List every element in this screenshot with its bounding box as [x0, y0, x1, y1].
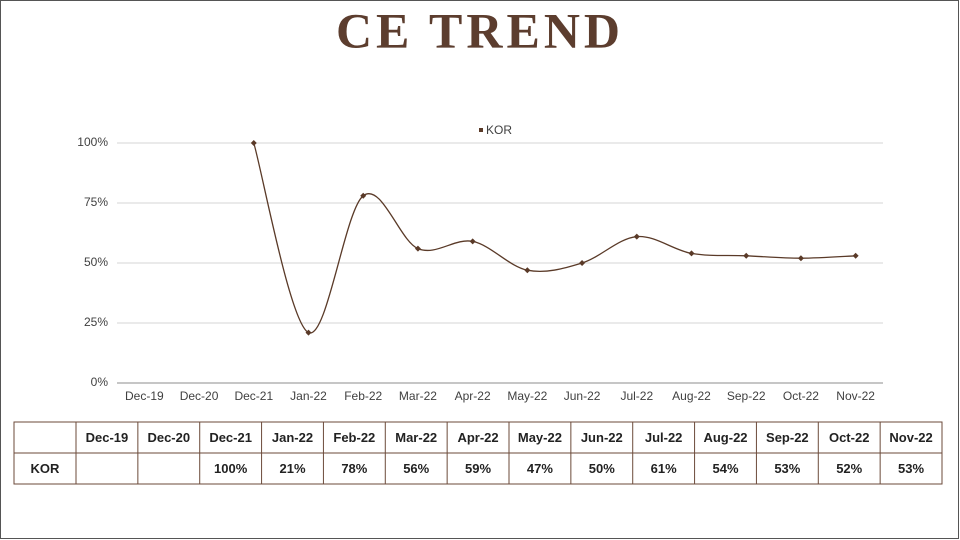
table-value: 50%: [589, 461, 615, 476]
x-tick-label: Oct-22: [783, 389, 819, 403]
table-header: Mar-22: [395, 430, 437, 445]
x-tick-label: Jul-22: [620, 389, 653, 403]
x-tick-label: Sep-22: [727, 389, 766, 403]
x-tick-label: Dec-19: [125, 389, 164, 403]
point-marker: [579, 260, 586, 266]
table-header: Dec-20: [147, 430, 190, 445]
x-tick-label: Aug-22: [672, 389, 711, 403]
table-header: Aug-22: [703, 430, 747, 445]
x-tick-label: Feb-22: [344, 389, 382, 403]
legend-marker: [479, 128, 483, 132]
table-value: 53%: [774, 461, 800, 476]
y-tick-label: 0%: [91, 375, 109, 389]
x-tick-label: Nov-22: [836, 389, 875, 403]
point-marker: [688, 250, 695, 257]
table-value: 100%: [214, 461, 248, 476]
x-tick-label: Dec-21: [234, 389, 273, 403]
table-header: May-22: [518, 430, 562, 445]
table-header: Oct-22: [829, 430, 869, 445]
table-value: 47%: [527, 461, 553, 476]
table-header: Sep-22: [766, 430, 809, 445]
table-value: 78%: [341, 461, 367, 476]
table-value: 53%: [898, 461, 924, 476]
table-header: Jan-22: [272, 430, 313, 445]
point-marker: [524, 267, 531, 274]
table-header: Jun-22: [581, 430, 623, 445]
point-marker: [414, 245, 421, 252]
table-value: 56%: [403, 461, 429, 476]
point-marker: [305, 329, 312, 336]
point-marker: [743, 252, 750, 259]
point-marker: [797, 255, 804, 262]
point-marker: [360, 192, 367, 199]
x-tick-label: Jun-22: [564, 389, 601, 403]
table-value: 59%: [465, 461, 491, 476]
table-header: Dec-21: [209, 430, 252, 445]
table-value: 54%: [712, 461, 738, 476]
x-tick-label: May-22: [507, 389, 547, 403]
table-value: 52%: [836, 461, 862, 476]
point-marker: [469, 238, 476, 245]
table-row-header: KOR: [31, 461, 61, 476]
y-tick-label: 100%: [77, 135, 108, 149]
table-header: Jul-22: [645, 430, 683, 445]
x-tick-label: Mar-22: [399, 389, 437, 403]
point-marker: [852, 252, 859, 259]
y-tick-label: 25%: [84, 315, 108, 329]
x-tick-label: Jan-22: [290, 389, 327, 403]
table-value: 61%: [651, 461, 677, 476]
x-tick-label: Apr-22: [455, 389, 491, 403]
table-value: 21%: [279, 461, 305, 476]
x-tick-label: Dec-20: [180, 389, 219, 403]
chart-title: CE TREND: [336, 2, 624, 58]
table-header: Apr-22: [457, 430, 498, 445]
table-header: Dec-19: [86, 430, 129, 445]
y-tick-label: 50%: [84, 255, 108, 269]
legend-label: KOR: [486, 123, 512, 137]
y-tick-label: 75%: [84, 195, 108, 209]
point-marker: [633, 233, 640, 240]
table-header: Nov-22: [889, 430, 932, 445]
table-header: Feb-22: [333, 430, 375, 445]
point-marker: [250, 140, 257, 146]
